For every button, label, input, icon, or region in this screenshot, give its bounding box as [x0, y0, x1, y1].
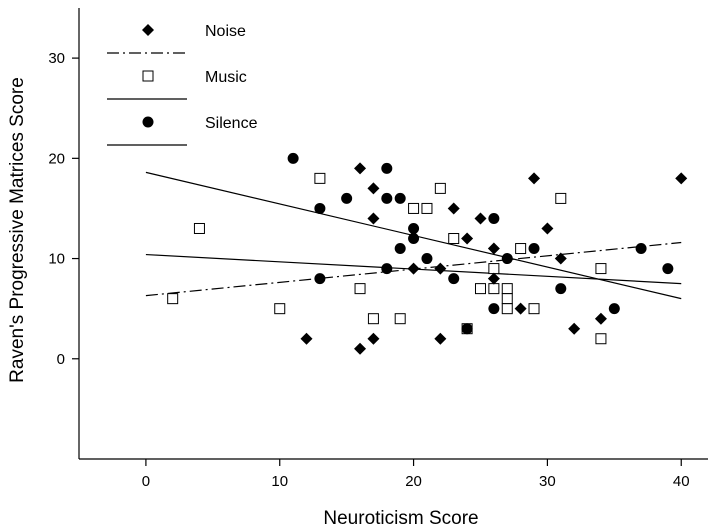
legend-label-silence: Silence — [205, 115, 258, 132]
music-point — [394, 313, 406, 325]
noise-point — [367, 212, 380, 225]
silence-point — [381, 162, 393, 174]
silence-point — [608, 303, 620, 315]
y-tick-label: 20 — [48, 150, 65, 167]
music-point — [408, 202, 420, 214]
noise-point — [487, 242, 500, 255]
noise-point — [300, 332, 313, 345]
music-point — [354, 283, 366, 295]
silence-point — [501, 253, 513, 265]
music-point — [314, 172, 326, 184]
noise-point — [568, 322, 581, 335]
music-point — [528, 303, 540, 315]
music-point — [193, 222, 205, 234]
noise-point — [514, 302, 527, 315]
silence-point — [314, 202, 326, 214]
noise-point — [354, 162, 367, 175]
silence-point — [488, 212, 500, 224]
x-tick-label: 10 — [271, 473, 288, 490]
noise-point — [434, 262, 447, 275]
legend-label-music: Music — [205, 69, 247, 86]
noise-point — [367, 182, 380, 195]
silence-point — [381, 192, 393, 204]
music-point — [515, 243, 527, 255]
x-axis-label: Neuroticism Score — [323, 508, 478, 529]
noise-point — [407, 262, 420, 275]
legend-label-noise: Noise — [205, 23, 246, 40]
noise-point — [541, 222, 554, 235]
noise-point — [367, 332, 380, 345]
noise-point — [461, 232, 474, 245]
music-point — [501, 303, 513, 315]
music-point — [488, 283, 500, 295]
music-point — [595, 263, 607, 275]
music-point — [434, 182, 446, 194]
x-tick-label: 0 — [142, 473, 150, 490]
silence-point — [408, 222, 420, 234]
noise-point — [554, 252, 567, 265]
music-point — [274, 303, 286, 315]
silence-point — [408, 233, 420, 245]
music-point — [501, 293, 513, 305]
legend-marker-silence — [142, 116, 154, 128]
axes: 0 10 20 30 40 0 10 20 30 — [48, 8, 708, 490]
music-point — [501, 283, 513, 295]
noise-point — [675, 172, 688, 185]
silence-point — [381, 263, 393, 275]
noise-point — [594, 312, 607, 325]
silence-point — [341, 192, 353, 204]
music-point — [421, 202, 433, 214]
x-tick-label: 40 — [673, 473, 690, 490]
noise-point — [434, 332, 447, 345]
noise-point — [487, 272, 500, 285]
legend-marker-music — [142, 70, 154, 82]
music-point — [488, 263, 500, 275]
music-point — [448, 233, 460, 245]
y-tick-label: 30 — [48, 50, 65, 67]
silence-point — [555, 283, 567, 295]
music-point — [474, 283, 486, 295]
y-tick-label: 0 — [57, 351, 65, 368]
noise-point — [447, 202, 460, 215]
silence-point — [394, 192, 406, 204]
silence-point — [461, 323, 473, 335]
music-point — [167, 293, 179, 305]
x-tick-label: 30 — [539, 473, 556, 490]
data-points — [167, 152, 688, 355]
y-tick-label: 10 — [48, 251, 65, 268]
legend: Noise Music Silence — [107, 23, 258, 146]
noise-point — [528, 172, 541, 185]
noise-point — [474, 212, 487, 225]
legend-marker-noise — [142, 24, 154, 36]
silence-point — [528, 243, 540, 255]
x-tick-label: 20 — [405, 473, 422, 490]
music-point — [555, 192, 567, 204]
silence-point — [314, 273, 326, 285]
silence-point — [287, 152, 299, 164]
silence-point — [635, 243, 647, 255]
silence-point — [662, 263, 674, 275]
silence-point — [448, 273, 460, 285]
silence-point — [488, 303, 500, 315]
music-point — [367, 313, 379, 325]
noise-point — [354, 342, 367, 355]
silence-point — [394, 243, 406, 255]
silence-point — [421, 253, 433, 265]
y-axis-label: Raven's Progressive Matrices Score — [7, 77, 28, 383]
music-point — [595, 333, 607, 345]
